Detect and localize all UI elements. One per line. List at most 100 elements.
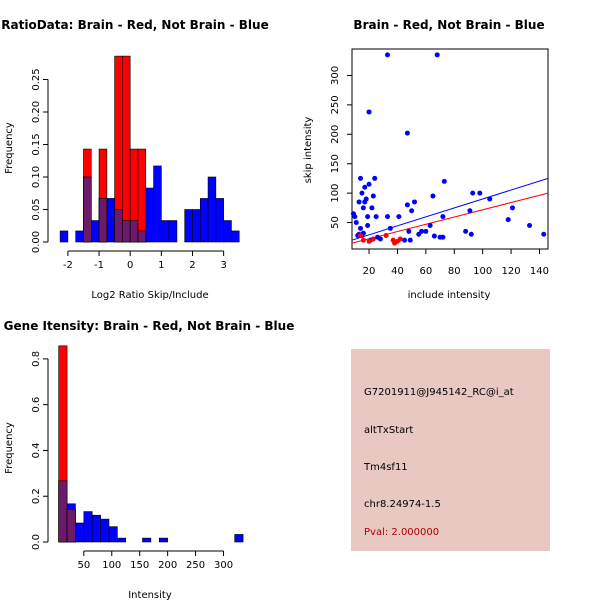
scatter-point-blue-55	[509, 205, 515, 211]
ratio-hist-blue-bar-3	[90, 220, 100, 243]
ratio-hist-blue-bar-17	[207, 176, 217, 243]
scatter-point-blue-52	[477, 190, 483, 196]
scatter-x-tick-label-6: 140	[530, 266, 549, 277]
scatter-point-blue-33	[406, 228, 412, 234]
ratio-hist-red-bar-3	[122, 55, 131, 243]
scatter-y-tick-label-0: 50	[330, 216, 341, 229]
scatter-y-tick-label-5: 300	[330, 66, 341, 85]
scatter-point-blue-12	[362, 184, 368, 190]
gene-hist-y-tick-label-3: 0.6	[31, 397, 42, 413]
scatter-x-tick-label-4: 100	[473, 266, 492, 277]
gene-hist-x-tick-label-4: 250	[186, 560, 205, 571]
gene-hist-blue-bar-7	[117, 537, 127, 543]
scatter-point-blue-40	[427, 222, 433, 228]
scatter-x-tick-label-0: 20	[363, 266, 376, 277]
ratio-hist-overlap-bar-2	[114, 209, 123, 243]
ratio-hist-y-tick-label-4: 0.20	[31, 101, 42, 123]
gene-hist-blue-bar-6	[108, 526, 118, 543]
ratio-hist-overlap-bar-4	[129, 220, 139, 243]
ratio-hist-blue-bar-12	[161, 220, 170, 243]
ratio-hist-x-tick-label-1: -1	[94, 260, 104, 271]
scatter-plot-frame	[351, 48, 549, 250]
scatter-point-blue-1	[352, 214, 358, 220]
scatter-point-blue-28	[387, 225, 393, 231]
gene-hist-blue-bar-5	[100, 518, 110, 543]
scatter-point-blue-32	[404, 202, 410, 208]
scatter-x-tick-label-5: 120	[502, 266, 521, 277]
pval-text: Pval: 2.000000	[364, 527, 440, 538]
ratio-hist-x-tick-label-2: 0	[127, 260, 133, 271]
ratio-hist-blue-bar-10	[145, 187, 154, 243]
scatter-x-tick-label-1: 40	[391, 266, 404, 277]
gene-hist-xlabel: Intensity	[128, 590, 172, 600]
ratio-hist-blue-bar-16	[199, 198, 209, 243]
ratio-hist-blue-bar-19	[223, 220, 232, 243]
scatter-point-blue-42	[431, 233, 437, 239]
scatter-plot: 20 40 60 80 100 120 140 50 100 150 200 250 300	[330, 48, 549, 277]
scatter-point-blue-21	[370, 193, 376, 199]
scatter-point-blue-30	[402, 237, 408, 243]
gene-hist-y-tick-label-4: 0.8	[31, 351, 42, 367]
ratio-hist-blue-bar-1	[75, 230, 84, 243]
scatter-point-blue-20	[369, 205, 375, 211]
ratio-hist-overlap-bar-5	[137, 230, 147, 243]
ratio-hist-y-tick-label-2: 0.10	[31, 166, 42, 188]
gene-hist-blue-bar-8	[142, 537, 152, 543]
scatter-point-blue-43	[434, 52, 440, 58]
scatter-point-blue-6	[358, 175, 364, 181]
ratio-hist-blue-bar-15	[192, 209, 201, 243]
scatter-point-blue-54	[505, 217, 511, 223]
scatter-x-tick-label-2: 60	[419, 266, 432, 277]
scatter-point-blue-10	[360, 205, 366, 211]
scatter-point-red-2	[366, 238, 372, 244]
ratio-hist-blue-bar-0	[59, 230, 69, 243]
ratio-hist-y-tick-label-1: 0.05	[31, 198, 42, 220]
gene-hist-blue-bar-2	[75, 522, 85, 543]
scatter-point-red-0	[358, 232, 364, 238]
ratio-hist-overlap-bar-0	[83, 176, 92, 243]
gene-hist-y-tick-label-1: 0.2	[31, 488, 42, 504]
scatter-point-blue-49	[467, 208, 473, 214]
ratio-hist-overlap-bar-3	[122, 220, 131, 243]
gene-hist-blue-bar-4	[91, 514, 101, 543]
probe-id: G7201911@J945142_RC@i_at	[364, 387, 514, 398]
ratio-hist-blue-bar-18	[215, 198, 224, 243]
scatter-point-blue-45	[440, 214, 446, 220]
scatter-point-blue-47	[441, 178, 447, 184]
scatter-point-blue-26	[385, 52, 391, 58]
ratio-hist-overlap-bar-1	[98, 198, 108, 243]
gene-hist-ylabel: Frequency	[4, 422, 15, 474]
gene-hist-x-tick-label-3: 200	[158, 560, 177, 571]
ratio-hist-blue-bar-14	[184, 209, 193, 243]
scatter-point-blue-15	[365, 214, 371, 220]
scatter-point-blue-39	[423, 228, 429, 234]
ratio-hist-title: RatioData: Brain - Red, Not Brain - Blue	[1, 18, 268, 32]
scatter-fit-line-red	[351, 192, 549, 244]
scatter-point-blue-57	[541, 231, 547, 237]
gene-hist-blue-bar-10	[234, 534, 244, 543]
event-type: altTxStart	[364, 425, 414, 436]
scatter-point-red-8	[397, 236, 403, 242]
scatter-y-tick-label-4: 250	[330, 95, 341, 114]
gene-hist-blue-bar-3	[83, 511, 93, 543]
ratio-hist-x-tick-label-5: 3	[220, 260, 226, 271]
gene-hist-x-tick-label-1: 100	[102, 560, 121, 571]
scatter-point-blue-51	[470, 190, 476, 196]
scatter-point-blue-31	[404, 130, 410, 136]
scatter-point-blue-17	[366, 181, 372, 187]
gene-name: Tm4sf11	[364, 462, 408, 473]
gene-hist-title: Gene Itensity: Brain - Red, Not Brain - …	[4, 319, 295, 333]
gene-hist-y-tick-label-2: 0.4	[31, 442, 42, 458]
scatter-point-red-3	[370, 236, 376, 242]
scatter-y-tick-label-1: 100	[330, 184, 341, 203]
scatter-point-blue-4	[356, 199, 362, 205]
scatter-point-blue-56	[527, 222, 533, 228]
ratio-hist-x-tick-label-4: 2	[189, 260, 195, 271]
scatter-point-blue-38	[419, 228, 425, 234]
gene-hist-overlap-bar-1	[66, 508, 76, 543]
scatter-point-blue-48	[463, 228, 469, 234]
scatter-point-red-4	[383, 232, 389, 238]
ratio-hist-x-tick-label-3: 1	[158, 260, 164, 271]
ratio-hist-blue-bar-13	[168, 220, 178, 243]
ratio-hist-y-tick-label-0: 0.00	[31, 231, 42, 253]
